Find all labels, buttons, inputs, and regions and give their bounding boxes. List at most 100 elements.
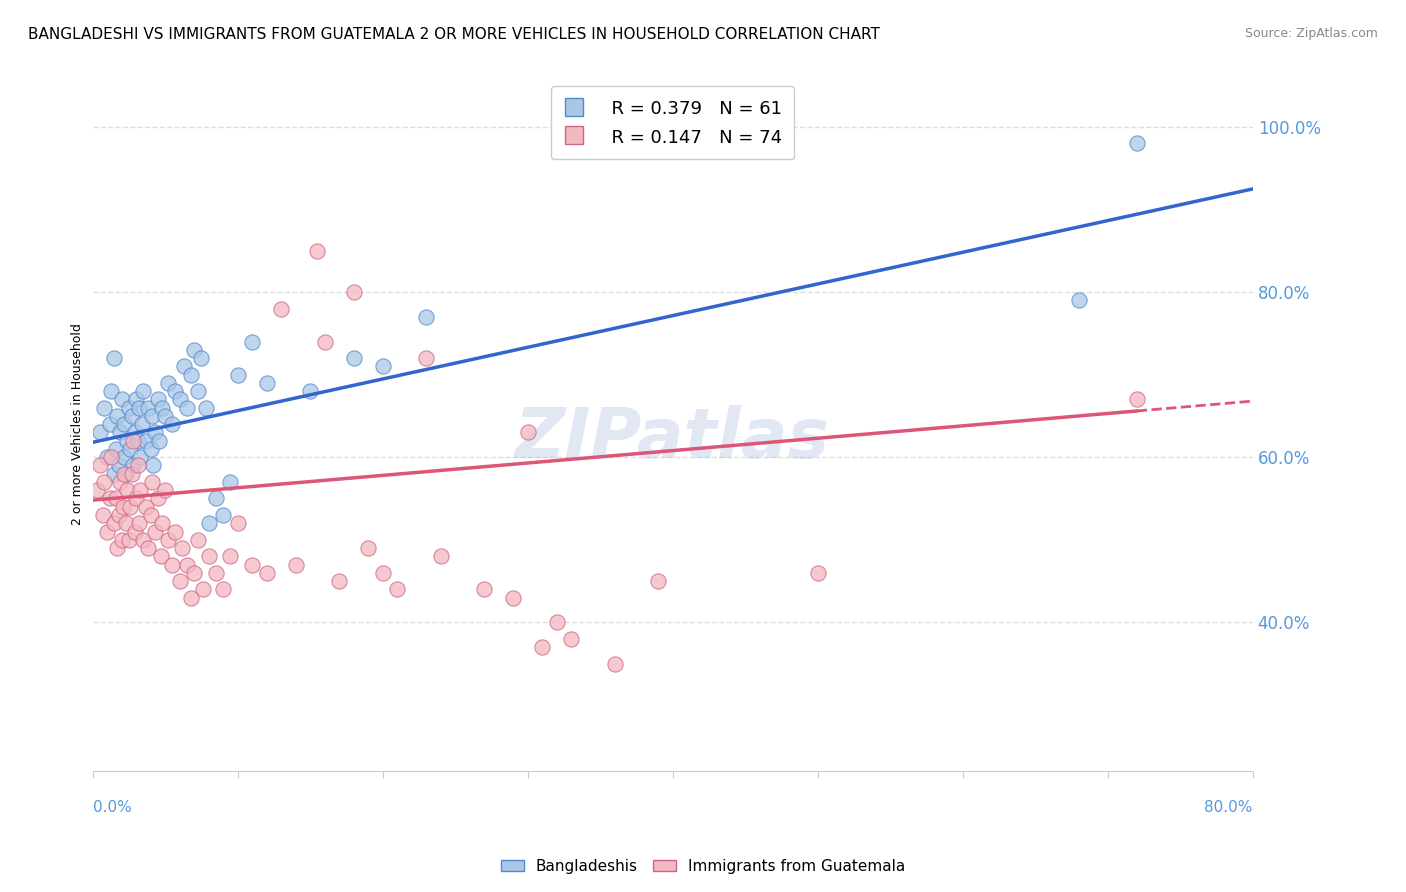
- Point: [120, 500, 142, 514]
- Point: [104, 442, 127, 456]
- Point: [136, 541, 159, 555]
- Point: [172, 541, 194, 555]
- Point: [118, 533, 141, 547]
- Point: [162, 558, 184, 572]
- Point: [100, 450, 122, 465]
- Point: [194, 401, 217, 415]
- Point: [187, 384, 209, 399]
- Point: [142, 458, 165, 473]
- Point: [256, 376, 278, 390]
- Point: [110, 533, 132, 547]
- Point: [183, 343, 205, 357]
- Point: [132, 384, 155, 399]
- Point: [129, 483, 152, 498]
- Point: [105, 541, 128, 555]
- Legend: Bangladeshis, Immigrants from Guatemala: Bangladeshis, Immigrants from Guatemala: [495, 853, 911, 880]
- Point: [89, 458, 111, 473]
- Point: [89, 425, 111, 440]
- Point: [124, 425, 146, 440]
- Point: [112, 500, 135, 514]
- Point: [205, 491, 228, 506]
- Point: [117, 434, 139, 448]
- Point: [173, 359, 195, 374]
- Point: [183, 566, 205, 580]
- Point: [307, 244, 329, 258]
- Point: [93, 475, 115, 489]
- Point: [132, 533, 155, 547]
- Point: [502, 591, 524, 605]
- Point: [371, 566, 394, 580]
- Point: [240, 558, 263, 572]
- Point: [429, 549, 451, 564]
- Point: [180, 368, 202, 382]
- Point: [98, 417, 121, 432]
- Point: [105, 409, 128, 423]
- Point: [143, 524, 166, 539]
- Point: [256, 566, 278, 580]
- Point: [807, 566, 830, 580]
- Point: [127, 434, 149, 448]
- Point: [191, 582, 214, 597]
- Point: [343, 285, 366, 299]
- Point: [129, 450, 152, 465]
- Text: Source: ZipAtlas.com: Source: ZipAtlas.com: [1244, 27, 1378, 40]
- Point: [162, 417, 184, 432]
- Point: [165, 384, 187, 399]
- Point: [150, 401, 173, 415]
- Point: [139, 442, 162, 456]
- Point: [146, 392, 169, 407]
- Point: [212, 508, 235, 522]
- Text: 80.0%: 80.0%: [1205, 800, 1253, 814]
- Point: [128, 401, 150, 415]
- Point: [219, 549, 242, 564]
- Point: [212, 582, 235, 597]
- Point: [103, 467, 125, 481]
- Point: [121, 467, 143, 481]
- Point: [270, 301, 292, 316]
- Point: [153, 409, 176, 423]
- Point: [219, 475, 242, 489]
- Point: [180, 591, 202, 605]
- Point: [103, 351, 125, 366]
- Point: [96, 450, 118, 465]
- Point: [96, 524, 118, 539]
- Point: [114, 450, 136, 465]
- Point: [136, 401, 159, 415]
- Point: [1126, 136, 1149, 151]
- Point: [240, 334, 263, 349]
- Point: [86, 483, 108, 498]
- Point: [115, 516, 138, 531]
- Point: [197, 549, 219, 564]
- Point: [226, 368, 249, 382]
- Point: [124, 524, 146, 539]
- Text: ZIPatlas: ZIPatlas: [515, 405, 830, 472]
- Point: [128, 516, 150, 531]
- Point: [146, 491, 169, 506]
- Point: [343, 351, 366, 366]
- Point: [156, 533, 179, 547]
- Point: [121, 409, 143, 423]
- Point: [647, 574, 669, 588]
- Point: [122, 434, 145, 448]
- Point: [108, 425, 131, 440]
- Point: [169, 392, 191, 407]
- Point: [131, 417, 153, 432]
- Point: [516, 425, 538, 440]
- Point: [205, 566, 228, 580]
- Point: [284, 558, 307, 572]
- Point: [226, 516, 249, 531]
- Point: [472, 582, 495, 597]
- Point: [150, 516, 173, 531]
- Point: [1126, 392, 1149, 407]
- Point: [299, 384, 322, 399]
- Point: [143, 425, 166, 440]
- Point: [314, 334, 336, 349]
- Point: [560, 632, 582, 646]
- Point: [107, 458, 129, 473]
- Point: [135, 434, 157, 448]
- Point: [125, 392, 148, 407]
- Text: 0.0%: 0.0%: [93, 800, 131, 814]
- Point: [415, 351, 437, 366]
- Point: [98, 491, 121, 506]
- Point: [148, 434, 170, 448]
